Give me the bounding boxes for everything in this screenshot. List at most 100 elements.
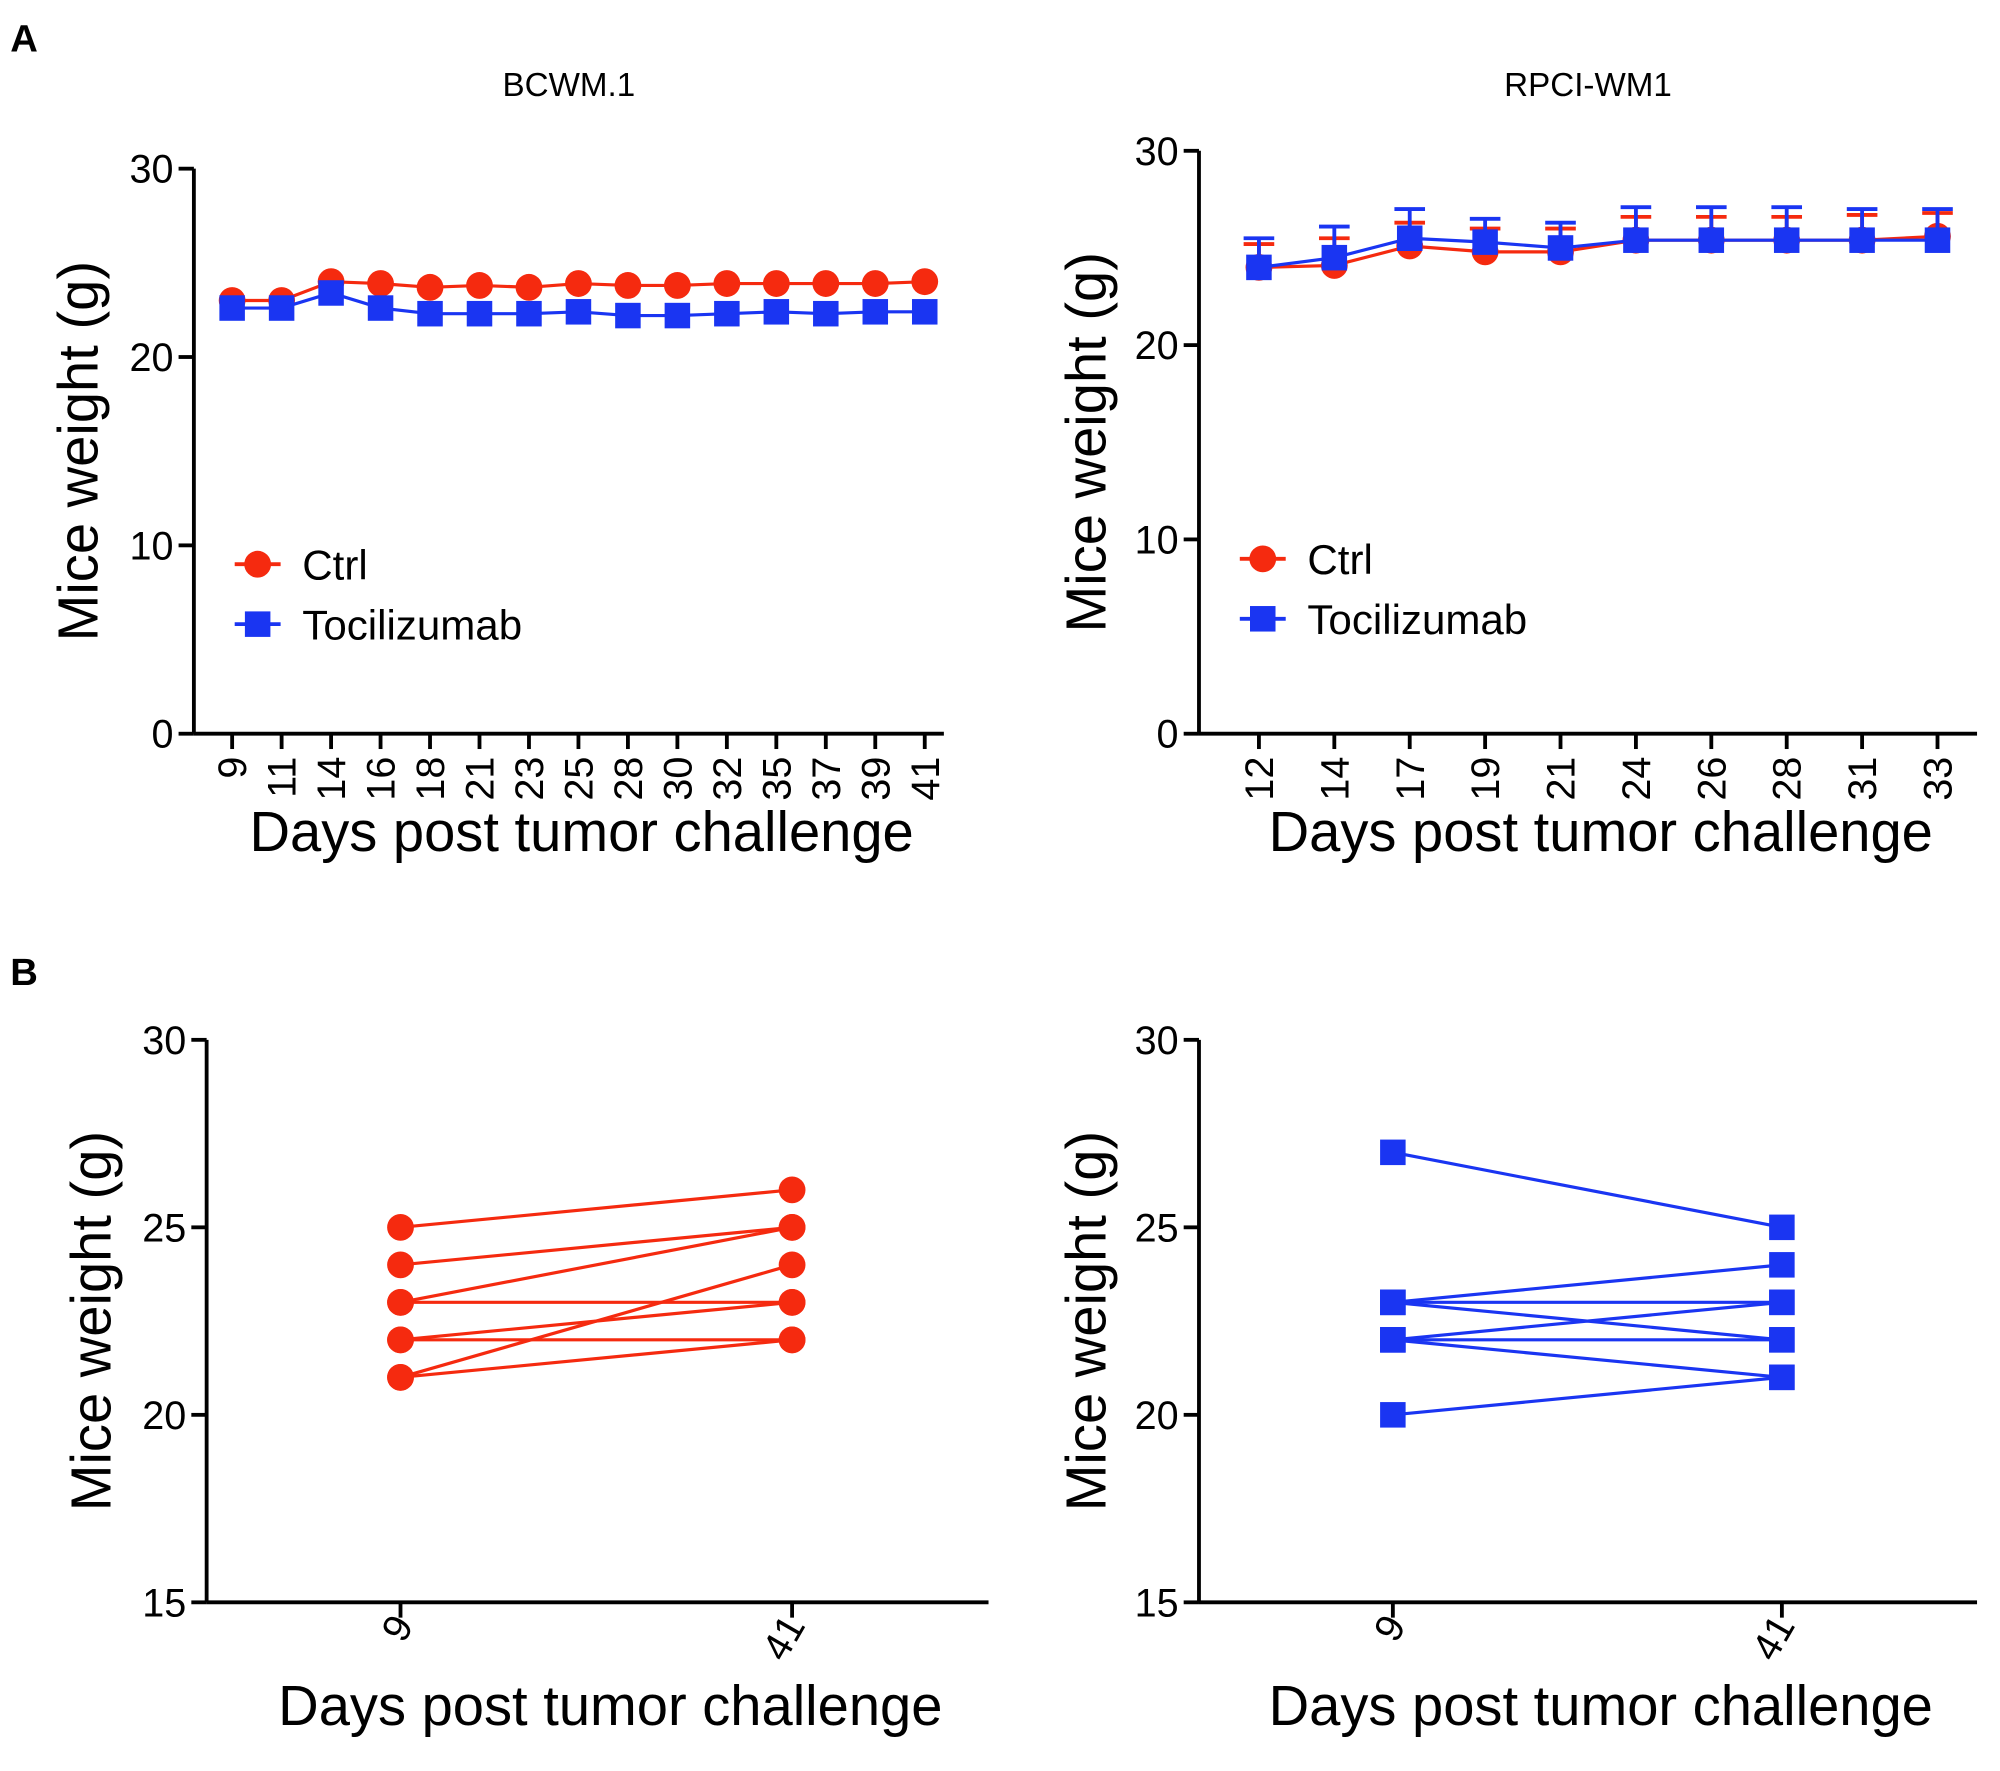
legend-marker: [1249, 545, 1277, 573]
y-tick-label: 30: [129, 148, 173, 192]
y-tick-label: 0: [1157, 713, 1179, 757]
series-line: [1392, 1300, 1783, 1342]
x-tick-label: 21: [1540, 757, 1584, 801]
x-tick-label: 41: [754, 1608, 814, 1668]
series-line: [400, 1338, 793, 1379]
marker: [516, 300, 542, 327]
y-tick-label: 30: [1135, 1019, 1179, 1063]
marker: [1698, 227, 1725, 253]
x-tick-label: 19: [1464, 757, 1508, 801]
marker: [1769, 1364, 1795, 1391]
chart-title: BCWM.1: [503, 67, 636, 104]
x-tick-label: 18: [409, 757, 453, 801]
chart-title: RPCI-WM1: [1504, 67, 1672, 104]
x-axis-label: Days post tumor challenge: [1269, 800, 1933, 863]
x-tick-label: 12: [1238, 757, 1282, 801]
x-axis-label: Days post tumor challenge: [1269, 1674, 1933, 1737]
marker: [219, 295, 245, 321]
series-line: [1392, 1263, 1783, 1304]
marker: [515, 273, 543, 301]
legend-marker: [244, 550, 272, 578]
x-tick-label: 11: [261, 757, 305, 798]
marker: [713, 270, 741, 297]
series-line: [400, 1188, 793, 1229]
y-tick-label: 25: [1135, 1206, 1179, 1250]
y-axis-label: Mice weight (g): [47, 261, 110, 641]
x-tick-label: 14: [1313, 757, 1357, 801]
marker: [1321, 244, 1348, 271]
x-tick-label: 35: [755, 757, 799, 801]
marker: [778, 1288, 806, 1316]
legend-marker: [1250, 606, 1276, 632]
y-tick-label: 0: [151, 713, 173, 757]
marker: [416, 273, 444, 301]
marker: [1849, 227, 1875, 253]
legend-label: Tocilizumab: [1307, 596, 1527, 643]
marker: [387, 1288, 414, 1316]
x-tick-label: 39: [854, 757, 898, 801]
marker: [1396, 225, 1423, 251]
x-tick-label: 28: [607, 757, 651, 801]
x-tick-label: 32: [706, 757, 750, 801]
x-tick-label: 9: [1366, 1608, 1415, 1649]
y-tick-label: 20: [1135, 324, 1179, 368]
marker: [615, 302, 641, 329]
x-tick-label: 41: [904, 757, 948, 801]
x-axis-label: Days post tumor challenge: [278, 1674, 942, 1737]
y-tick-label: 15: [142, 1581, 186, 1625]
x-tick-label: 21: [459, 757, 503, 801]
x-tick-label: 37: [805, 757, 849, 801]
x-tick-label: 9: [211, 757, 255, 779]
x-tick-label: 33: [1917, 757, 1961, 801]
x-tick-label: 25: [557, 757, 601, 801]
marker: [614, 272, 642, 299]
marker: [778, 1251, 806, 1279]
marker: [911, 268, 939, 296]
series-line: [400, 1225, 793, 1267]
marker: [1623, 227, 1649, 253]
y-tick-label: 30: [1135, 130, 1179, 174]
y-tick-label: 20: [129, 336, 173, 380]
panel-label: B: [10, 951, 38, 994]
x-axis-label: Days post tumor challenge: [249, 800, 913, 863]
marker: [1769, 1252, 1795, 1278]
marker: [663, 272, 691, 299]
x-tick-label: 14: [310, 757, 354, 801]
series-line: [400, 1225, 793, 1304]
x-tick-label: 28: [1766, 757, 1810, 801]
marker: [387, 1326, 414, 1354]
series-line: [400, 1263, 793, 1379]
x-tick-label: 41: [1744, 1608, 1804, 1668]
marker: [1380, 1139, 1406, 1166]
x-tick-label: 31: [1841, 757, 1885, 801]
y-tick-label: 10: [129, 524, 173, 568]
series-line: [1392, 1150, 1783, 1229]
marker: [565, 299, 592, 325]
marker: [1769, 1327, 1795, 1353]
series-line: [1392, 1375, 1783, 1417]
x-tick-label: 30: [656, 757, 700, 801]
legend-label: Ctrl: [302, 542, 367, 589]
legend-marker: [244, 611, 271, 637]
marker: [813, 300, 839, 327]
marker: [812, 270, 840, 297]
marker: [466, 272, 493, 299]
marker: [762, 270, 790, 297]
y-axis-label: Mice weight (g): [59, 1131, 122, 1511]
y-tick-label: 20: [142, 1394, 186, 1438]
y-axis-label: Mice weight (g): [1054, 252, 1117, 632]
marker: [1773, 227, 1800, 253]
x-tick-label: 26: [1690, 757, 1734, 801]
y-tick-label: 30: [142, 1019, 186, 1063]
marker: [1924, 227, 1951, 253]
marker: [387, 1213, 414, 1241]
marker: [1246, 254, 1272, 281]
marker: [1769, 1214, 1795, 1241]
panel-label: A: [10, 17, 38, 60]
marker: [778, 1176, 806, 1204]
marker: [367, 270, 394, 297]
y-tick-label: 25: [142, 1206, 186, 1250]
marker: [466, 300, 493, 327]
marker: [1472, 229, 1498, 255]
